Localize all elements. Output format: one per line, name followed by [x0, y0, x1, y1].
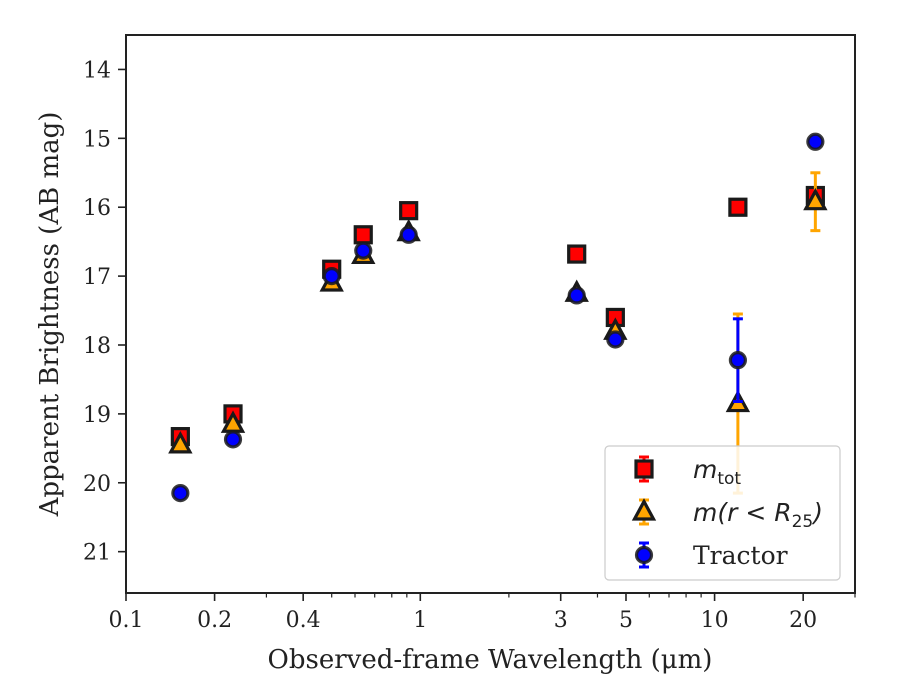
x-axis-label: Observed-frame Wavelength (μm): [268, 645, 713, 675]
data-point: [728, 351, 747, 370]
legend-label-sub: tot: [717, 469, 741, 489]
data-point: [322, 267, 341, 286]
data-point: [399, 201, 419, 221]
legend-label-base: m: [693, 455, 717, 484]
legend-label: m(r < R25): [693, 498, 823, 532]
legend-box: [604, 445, 841, 581]
data-point: [223, 430, 243, 449]
y-tick-label: 19: [83, 403, 111, 428]
data-point: [606, 330, 625, 349]
legend-marker: [634, 545, 654, 565]
y-tick-label: 18: [83, 334, 111, 359]
legend-label-close: ): [811, 498, 823, 527]
series-2: [168, 171, 828, 495]
x-tick-label: 0.2: [197, 608, 232, 633]
series-1: [170, 185, 825, 447]
data-point: [803, 187, 828, 211]
plot-frame: [125, 34, 856, 594]
legend-label: Tractor: [693, 541, 788, 570]
data-point: [728, 197, 748, 217]
data-point: [567, 244, 587, 264]
data-point: [399, 225, 418, 244]
data-markers: [168, 132, 828, 503]
legend-marker: [634, 459, 654, 479]
y-tick-label: 16: [83, 196, 111, 221]
x-tick-label: 0.1: [109, 608, 144, 633]
y-tick-label: 17: [83, 265, 111, 290]
data-point: [806, 132, 825, 151]
legend-label-base: Tractor: [693, 541, 788, 570]
series-3: [171, 132, 825, 503]
legend-label-base: m: [693, 498, 717, 527]
legend-entry: m(r < R25): [631, 498, 823, 532]
data-point: [567, 286, 586, 305]
y-tick-label: 20: [83, 472, 111, 497]
y-axis-label: Apparent Brightness (AB mag): [35, 112, 65, 518]
y-tick-label: 21: [83, 541, 111, 566]
data-point: [171, 484, 190, 503]
y-tick-label: 14: [83, 58, 111, 83]
axis-ticks: 0.1 0.2 0.4 1 3 5 10 20 14 15 16 17 18 19 20 21: [83, 58, 856, 633]
legend-entry: mtot: [634, 455, 741, 489]
x-tick-label: 20: [789, 608, 817, 633]
x-tick-label: 0.4: [286, 608, 321, 633]
data-point: [168, 431, 193, 454]
legend-label: mtot: [693, 455, 741, 489]
legend-label-sub: 25: [792, 512, 814, 532]
x-tick-label: 3: [554, 608, 568, 633]
legend-entry: Tractor: [634, 541, 788, 570]
data-point: [353, 225, 373, 245]
legend-marker: [631, 498, 657, 521]
data-point: [354, 241, 373, 260]
legend-label-rest: (r < R: [717, 498, 791, 527]
x-tick-label: 10: [701, 608, 729, 633]
y-tick-label: 15: [83, 127, 111, 152]
x-tick-label: 5: [619, 608, 633, 633]
x-tick-label: 1: [413, 608, 427, 633]
